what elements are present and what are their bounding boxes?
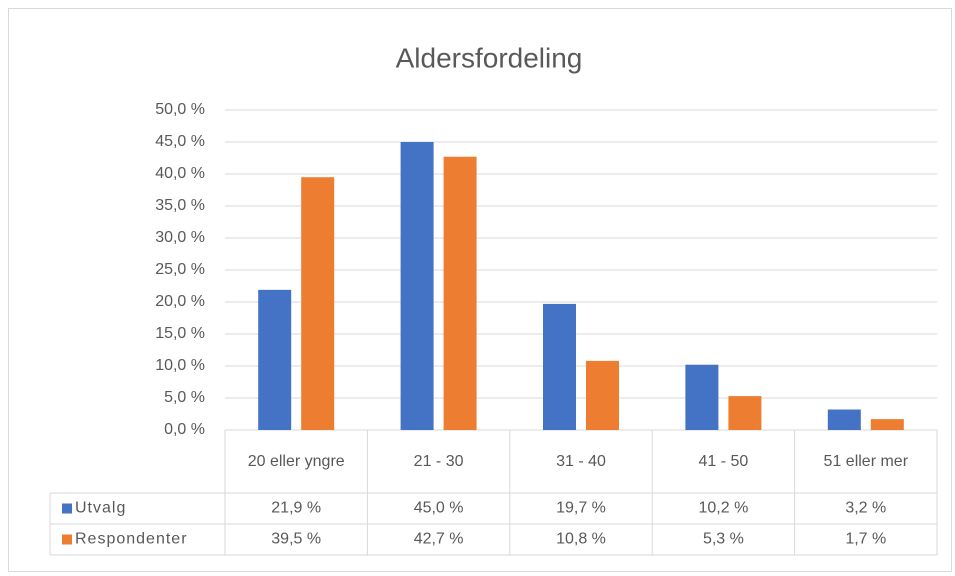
table-value: 39,5 % (271, 531, 321, 548)
table-value: 45,0 % (414, 500, 464, 517)
y-tick-label: 35,0 % (155, 197, 205, 214)
x-tick-label-box: 21 - 30 (413, 452, 464, 470)
x-tick-label: 20 eller yngre (247, 452, 345, 470)
bar (586, 360, 619, 430)
table-value: 5,3 % (703, 531, 744, 548)
y-tick-label: 20,0 % (155, 293, 205, 310)
bar (543, 303, 576, 430)
bar (827, 409, 861, 430)
legend-swatch (62, 534, 72, 545)
x-tick-label: 21 - 30 (413, 452, 464, 470)
y-tick-label: 30,0 % (155, 229, 205, 246)
table-value: 10,2 % (698, 500, 748, 517)
table-value: 3,2 % (845, 500, 886, 517)
x-tick-label: 31 - 40 (556, 452, 606, 470)
table-value: 21,9 % (271, 500, 321, 517)
legend-label: Respondenter (75, 531, 188, 548)
table-value: 19,7 % (556, 500, 606, 517)
y-tick-label: 0,0 % (164, 421, 205, 438)
bar (400, 142, 434, 430)
legend-label: Utvalg (75, 500, 126, 517)
y-tick-label: 15,0 % (155, 325, 205, 342)
y-tick-label: 10,0 % (155, 357, 205, 374)
x-tick-label-box: 51 eller mer (823, 452, 909, 470)
x-tick-label: 51 eller mer (823, 452, 909, 470)
legend-swatch (62, 503, 72, 514)
table-value: 42,7 % (414, 531, 464, 548)
x-tick-label-box: 20 eller yngre (247, 452, 345, 470)
y-tick-label: 5,0 % (164, 389, 205, 406)
bar (870, 419, 904, 430)
bar (728, 396, 762, 430)
y-tick-label: 50,0 % (155, 101, 205, 118)
bar (258, 289, 292, 430)
x-tick-label: 41 - 50 (698, 452, 749, 470)
x-tick-label-box: 41 - 50 (698, 452, 749, 470)
table-value: 1,7 % (845, 531, 886, 548)
table-value: 10,8 % (556, 531, 606, 548)
x-tick-label-box: 31 - 40 (556, 452, 606, 470)
bar (443, 156, 477, 430)
y-tick-label: 40,0 % (155, 165, 205, 182)
bar (685, 364, 719, 430)
y-tick-label: 25,0 % (155, 261, 205, 278)
chart-title: Aldersfordeling (396, 42, 583, 73)
y-tick-label: 45,0 % (155, 133, 205, 150)
bar (301, 177, 335, 430)
